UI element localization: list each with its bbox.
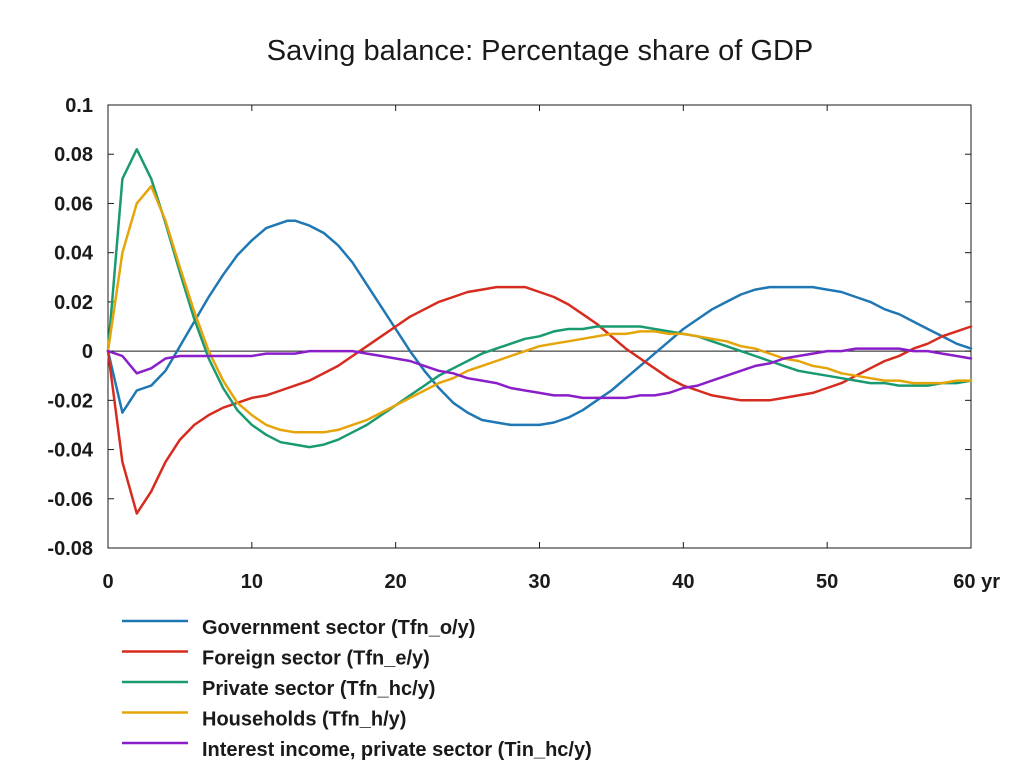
y-tick-label: 0: [82, 341, 93, 363]
y-tick-label: 0.06: [54, 193, 93, 215]
series-line-3: [106, 148, 973, 449]
x-tick-label: 0: [102, 571, 113, 593]
legend-label-3: Private sector (Tfn_hc/y): [202, 678, 435, 700]
axis-ticks: 0.1 0.08 0.06 0.04 0.02 0 -0.02 -0.04 -0.06 -0.08…: [47, 95, 1000, 593]
y-tick-label: 0.08: [54, 144, 93, 166]
series-line-5: [106, 347, 973, 400]
x-tick-label: 40: [672, 571, 694, 593]
y-tick-label: -0.08: [47, 538, 93, 560]
y-tick-label: 0.02: [54, 292, 93, 314]
legend-label-5: Interest income, private sector (Tin_hc/…: [202, 739, 592, 761]
series-line-4: [106, 184, 973, 434]
x-tick-label: 20: [385, 571, 407, 593]
legend: Government sector (Tfn_o/y) Foreign secto…: [122, 617, 592, 761]
chart-title: Saving balance: Percentage share of GDP: [267, 35, 814, 67]
y-tick-label: -0.02: [47, 390, 93, 412]
legend-label-2: Foreign sector (Tfn_e/y): [202, 648, 430, 670]
x-tick-label: 10: [241, 571, 263, 593]
x-tick-label: 60 yr: [953, 571, 1000, 593]
x-tick-label: 30: [528, 571, 550, 593]
y-tick-label: 0.04: [54, 243, 94, 265]
plot-area-frame: [107, 104, 972, 549]
series-line-2: [106, 285, 973, 515]
series-layer: [106, 148, 973, 515]
legend-label-1: Government sector (Tfn_o/y): [202, 617, 475, 639]
y-tick-label: -0.04: [47, 440, 93, 462]
y-tick-label: 0.1: [65, 95, 93, 117]
y-tick-label: -0.06: [47, 489, 93, 511]
series-line-1: [106, 219, 973, 427]
legend-label-4: Households (Tfn_h/y): [202, 709, 406, 731]
x-tick-label: 50: [816, 571, 838, 593]
